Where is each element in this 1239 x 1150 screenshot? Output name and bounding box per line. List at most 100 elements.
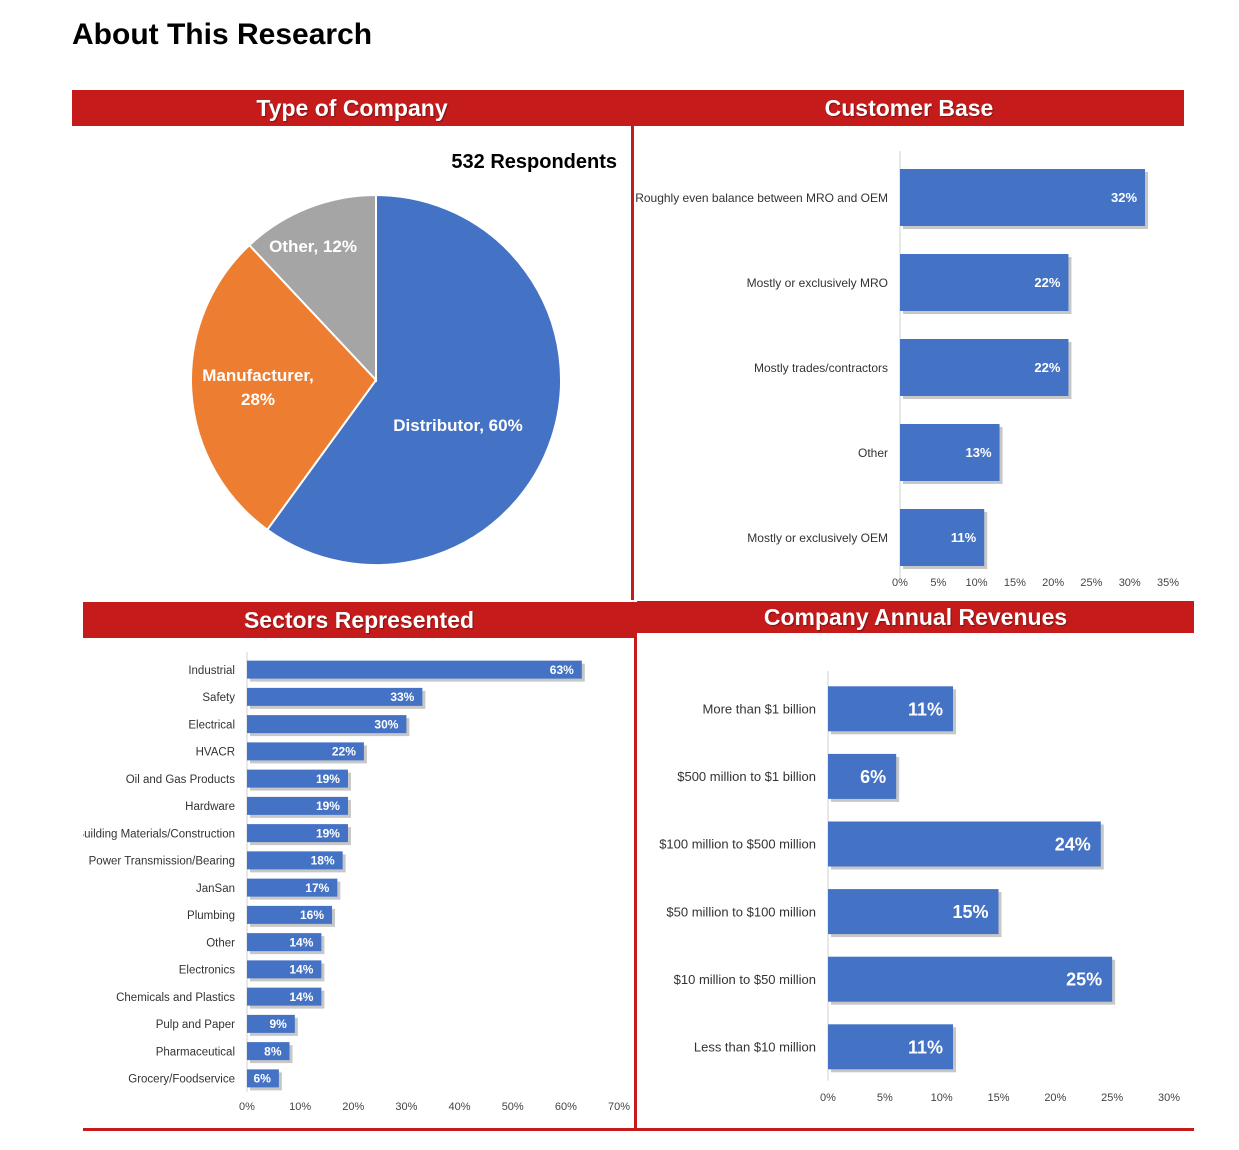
sectors-represented-value-label: 18% (311, 854, 335, 868)
sectors-represented-value-label: 30% (374, 717, 398, 731)
company-annual-revenues-category-label: $50 million to $100 million (666, 904, 816, 919)
customer-base-x-tick-label: 35% (1157, 577, 1179, 589)
top-divider (631, 90, 634, 600)
sectors-represented-bar-other (247, 933, 322, 952)
sectors-represented-bar-industrial (247, 660, 582, 679)
sectors-represented-value-label: 17% (305, 881, 329, 895)
customer-base-value-label: 22% (1034, 275, 1060, 290)
customer-base-bar-mostly-or-exclusively-mro (900, 254, 1069, 311)
company-annual-revenues-bar-less-than-10-million (828, 1024, 954, 1070)
customer-base-category-label: Mostly or exclusively MRO (747, 276, 888, 290)
sectors-represented-value-label: 8% (264, 1044, 282, 1058)
sectors-represented-category-label: Oil and Gas Products (126, 774, 236, 786)
respondents-label: 532 Respondents (451, 151, 617, 173)
sectors-represented-value-label: 9% (269, 1017, 287, 1031)
sectors-represented-x-tick-label: 0% (239, 1101, 255, 1113)
sectors-represented-value-label: 19% (316, 826, 340, 840)
company-annual-revenues-bar-500-million-to-1-billion (828, 753, 897, 799)
sectors-represented-bar-chart: 63% Industrial 33% Safety 30% Electrical 22% HV… (83, 652, 630, 1113)
sectors-represented-bar-pulp-and-paper (247, 1014, 295, 1033)
page-title: About This Research (72, 18, 373, 51)
customer-base-x-tick-label: 0% (892, 577, 908, 589)
pie-slice-distributor (265, 193, 562, 566)
company-annual-revenues-x-tick-label: 5% (877, 1092, 893, 1104)
sectors-represented-bar-electronics (247, 960, 322, 979)
sectors-represented-x-tick-label: 20% (342, 1101, 364, 1113)
other-data-label: Other, 12% (269, 237, 357, 256)
sectors-represented-value-label: 22% (332, 745, 356, 759)
sectors-represented-value-label: 63% (550, 663, 574, 677)
customer-base-x-tick-label: 5% (930, 577, 946, 589)
sectors-represented-category-label: Safety (202, 692, 235, 704)
sectors-represented-category-label: Hardware (185, 801, 235, 813)
company-annual-revenues-x-tick-label: 10% (931, 1092, 953, 1104)
sectors-represented-category-label: HVACR (196, 747, 235, 759)
company-annual-revenues-value-label: 25% (1066, 970, 1102, 990)
sectors-represented-value-label: 14% (289, 935, 313, 949)
customer-base-bar-mostly-trades-contractors (900, 339, 1069, 396)
sectors-represented-category-label: Other (206, 937, 235, 949)
customer-base-value-label: 13% (966, 445, 992, 460)
company-annual-revenues-bar-100-million-to-500-million (828, 821, 1101, 867)
customer-base-x-tick-label: 10% (966, 577, 988, 589)
company-annual-revenues-category-label: More than $1 billion (703, 701, 816, 716)
customer-base-category-label: Mostly or exclusively OEM (747, 531, 888, 545)
sectors-represented-bar-chemicals-and-plastics (247, 987, 322, 1006)
company-annual-revenues-x-tick-label: 15% (987, 1092, 1009, 1104)
sectors-represented-bar-grocery-foodservice (247, 1069, 279, 1088)
sectors-represented-bar-plumbing (247, 905, 333, 924)
bottom-rule (83, 1128, 1194, 1131)
sectors-represented-bar-safety (247, 687, 423, 706)
sectors-represented-category-label: Building Materials/Construction (83, 828, 235, 840)
sectors-represented-category-label: Chemicals and Plastics (116, 992, 235, 1004)
sectors-represented-bar-building-materials-construction (247, 824, 348, 843)
sectors-represented-x-tick-label: 50% (502, 1101, 524, 1113)
company-annual-revenues-x-tick-label: 25% (1101, 1092, 1123, 1104)
company-annual-revenues-value-label: 15% (952, 902, 988, 922)
sectors-represented-x-tick-label: 40% (449, 1101, 471, 1113)
sectors-represented-category-label: JanSan (196, 883, 235, 895)
customer-base-value-label: 11% (951, 530, 977, 545)
customer-base-bar-mostly-or-exclusively-oem (900, 509, 985, 566)
company-annual-revenues-value-label: 6% (860, 767, 886, 787)
pie-slice-other (247, 193, 377, 383)
type-of-company-header: Type of Company (72, 90, 632, 126)
customer-base-value-label: 32% (1111, 190, 1137, 205)
company-annual-revenues-x-tick-label: 30% (1158, 1092, 1180, 1104)
company-annual-revenues-bar-more-than-1-billion (828, 686, 954, 732)
sectors-represented-category-label: Pulp and Paper (156, 1019, 235, 1031)
customer-base-x-tick-label: 15% (1004, 577, 1026, 589)
customer-base-bar-roughly-even-balance-between-mro-and-oem (900, 169, 1146, 226)
sectors-represented-header: Sectors Represented (83, 602, 635, 638)
sectors-represented-value-label: 6% (254, 1072, 272, 1086)
sectors-represented-category-label: Pharmaceutical (156, 1046, 235, 1058)
distributor-data-label: Distributor, 60% (393, 416, 522, 435)
sectors-represented-bar-hardware (247, 796, 348, 815)
customer-base-x-tick-label: 20% (1042, 577, 1064, 589)
company-annual-revenues-header: Company Annual Revenues (637, 601, 1194, 633)
company-annual-revenues-bar-chart: 11% More than $1 billion 6% $500 million to… (659, 671, 1180, 1104)
sectors-represented-x-tick-label: 30% (395, 1101, 417, 1113)
sectors-represented-x-tick-label: 10% (289, 1101, 311, 1113)
sectors-represented-bar-electrical (247, 715, 407, 734)
sectors-represented-category-label: Electrical (188, 719, 235, 731)
sectors-represented-x-tick-label: 70% (608, 1101, 630, 1113)
customer-base-category-label: Other (858, 446, 888, 460)
company-annual-revenues-x-tick-label: 0% (820, 1092, 836, 1104)
customer-base-x-tick-label: 25% (1080, 577, 1102, 589)
sectors-represented-bar-power-transmission-bearing (247, 851, 343, 870)
company-annual-revenues-value-label: 24% (1055, 834, 1091, 854)
customer-base-bar-other (900, 424, 1000, 481)
type-of-company-pie-chart: 532 Respondents Distributor, 60% Manufac… (190, 151, 617, 566)
customer-base-value-label: 22% (1034, 360, 1060, 375)
sectors-represented-value-label: 16% (300, 908, 324, 922)
sectors-represented-value-label: 33% (390, 690, 414, 704)
sectors-represented-value-label: 14% (289, 963, 313, 977)
company-annual-revenues-category-label: $500 million to $1 billion (677, 769, 816, 784)
sectors-represented-value-label: 19% (316, 799, 340, 813)
company-annual-revenues-value-label: 11% (908, 1037, 943, 1057)
company-annual-revenues-category-label: Less than $10 million (694, 1039, 816, 1054)
sectors-represented-bar-oil-and-gas-products (247, 769, 348, 788)
pie-slice-manufacturer (190, 243, 378, 532)
customer-base-header: Customer Base (634, 90, 1184, 126)
